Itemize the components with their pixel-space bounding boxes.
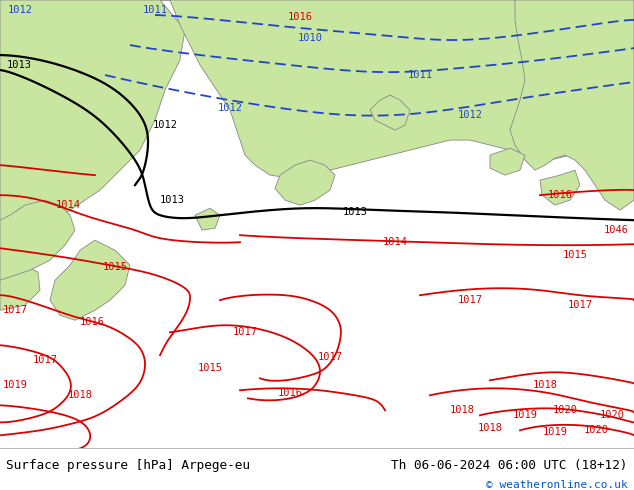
Polygon shape — [275, 160, 335, 205]
Text: 1013: 1013 — [7, 60, 32, 70]
Polygon shape — [510, 0, 634, 210]
Text: 1019: 1019 — [543, 427, 567, 438]
Text: 1012: 1012 — [458, 110, 482, 120]
Text: 1012: 1012 — [8, 5, 33, 15]
Text: 1013: 1013 — [160, 195, 185, 205]
Text: 1018: 1018 — [67, 391, 93, 400]
Text: 1019: 1019 — [3, 380, 28, 391]
Text: 1017: 1017 — [567, 300, 593, 310]
Polygon shape — [0, 265, 40, 310]
Text: 1015: 1015 — [562, 250, 588, 260]
Text: 1015: 1015 — [103, 262, 127, 272]
Text: Th 06-06-2024 06:00 UTC (18+12): Th 06-06-2024 06:00 UTC (18+12) — [391, 459, 628, 471]
Text: 1017: 1017 — [233, 327, 257, 337]
Polygon shape — [540, 170, 580, 205]
Text: 1046: 1046 — [604, 225, 628, 235]
Text: 1010: 1010 — [297, 33, 323, 43]
Polygon shape — [370, 95, 410, 130]
Polygon shape — [0, 200, 75, 280]
Text: 1020: 1020 — [552, 405, 578, 416]
Text: 1018: 1018 — [477, 423, 503, 433]
Polygon shape — [50, 240, 130, 320]
Polygon shape — [160, 0, 634, 178]
Text: 1014: 1014 — [382, 237, 408, 247]
Text: 1011: 1011 — [143, 5, 167, 15]
Text: 1018: 1018 — [533, 380, 557, 391]
Text: 1019: 1019 — [512, 410, 538, 420]
Text: 1017: 1017 — [318, 352, 342, 362]
Text: 1016: 1016 — [548, 190, 573, 200]
Text: 1017: 1017 — [3, 305, 28, 315]
Text: 1017: 1017 — [32, 355, 58, 365]
Text: 1016: 1016 — [79, 317, 105, 327]
Text: 1011: 1011 — [408, 70, 432, 80]
Text: 1013: 1013 — [342, 207, 368, 217]
Polygon shape — [490, 148, 525, 175]
Text: Surface pressure [hPa] Arpege-eu: Surface pressure [hPa] Arpege-eu — [6, 459, 250, 471]
Text: 1012: 1012 — [217, 103, 242, 113]
Text: 1016: 1016 — [287, 12, 313, 22]
Text: © weatheronline.co.uk: © weatheronline.co.uk — [486, 480, 628, 490]
Text: 1017: 1017 — [458, 295, 482, 305]
Text: 1012: 1012 — [153, 120, 178, 130]
Text: 1015: 1015 — [198, 363, 223, 373]
Text: 1018: 1018 — [450, 405, 474, 416]
Text: 1020: 1020 — [600, 410, 624, 420]
Polygon shape — [0, 0, 185, 235]
Text: 1020: 1020 — [583, 425, 609, 435]
Text: 1016: 1016 — [278, 388, 302, 398]
Text: 1014: 1014 — [56, 200, 81, 210]
Polygon shape — [195, 208, 220, 230]
